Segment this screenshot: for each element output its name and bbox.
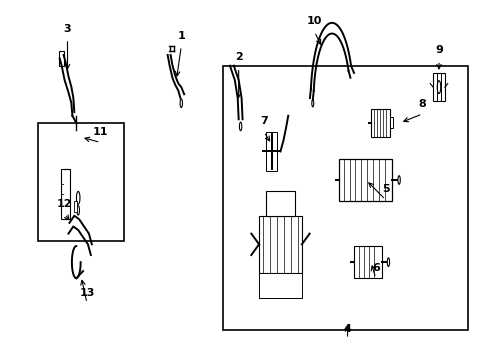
Bar xyxy=(338,158,391,202)
Bar xyxy=(370,109,389,137)
Text: 2: 2 xyxy=(234,52,242,62)
Text: 8: 8 xyxy=(418,99,426,109)
Bar xyxy=(59,51,63,66)
Bar xyxy=(432,73,444,102)
Bar xyxy=(74,202,77,212)
Text: 13: 13 xyxy=(79,288,95,298)
Text: 12: 12 xyxy=(57,199,72,208)
Bar xyxy=(389,117,392,128)
Bar xyxy=(265,191,294,216)
Bar xyxy=(259,273,301,298)
Text: 9: 9 xyxy=(434,45,442,55)
Bar xyxy=(259,216,301,273)
Bar xyxy=(61,169,70,219)
Bar xyxy=(223,66,467,330)
Text: 11: 11 xyxy=(93,127,108,137)
Text: 5: 5 xyxy=(381,184,388,194)
Bar xyxy=(266,132,277,171)
Text: 4: 4 xyxy=(343,324,351,334)
Text: 7: 7 xyxy=(260,116,267,126)
Text: 6: 6 xyxy=(371,263,379,273)
Text: 10: 10 xyxy=(306,17,322,26)
Text: 1: 1 xyxy=(177,31,185,41)
Bar xyxy=(38,123,123,241)
Bar xyxy=(354,246,381,278)
Text: 3: 3 xyxy=(63,23,71,33)
